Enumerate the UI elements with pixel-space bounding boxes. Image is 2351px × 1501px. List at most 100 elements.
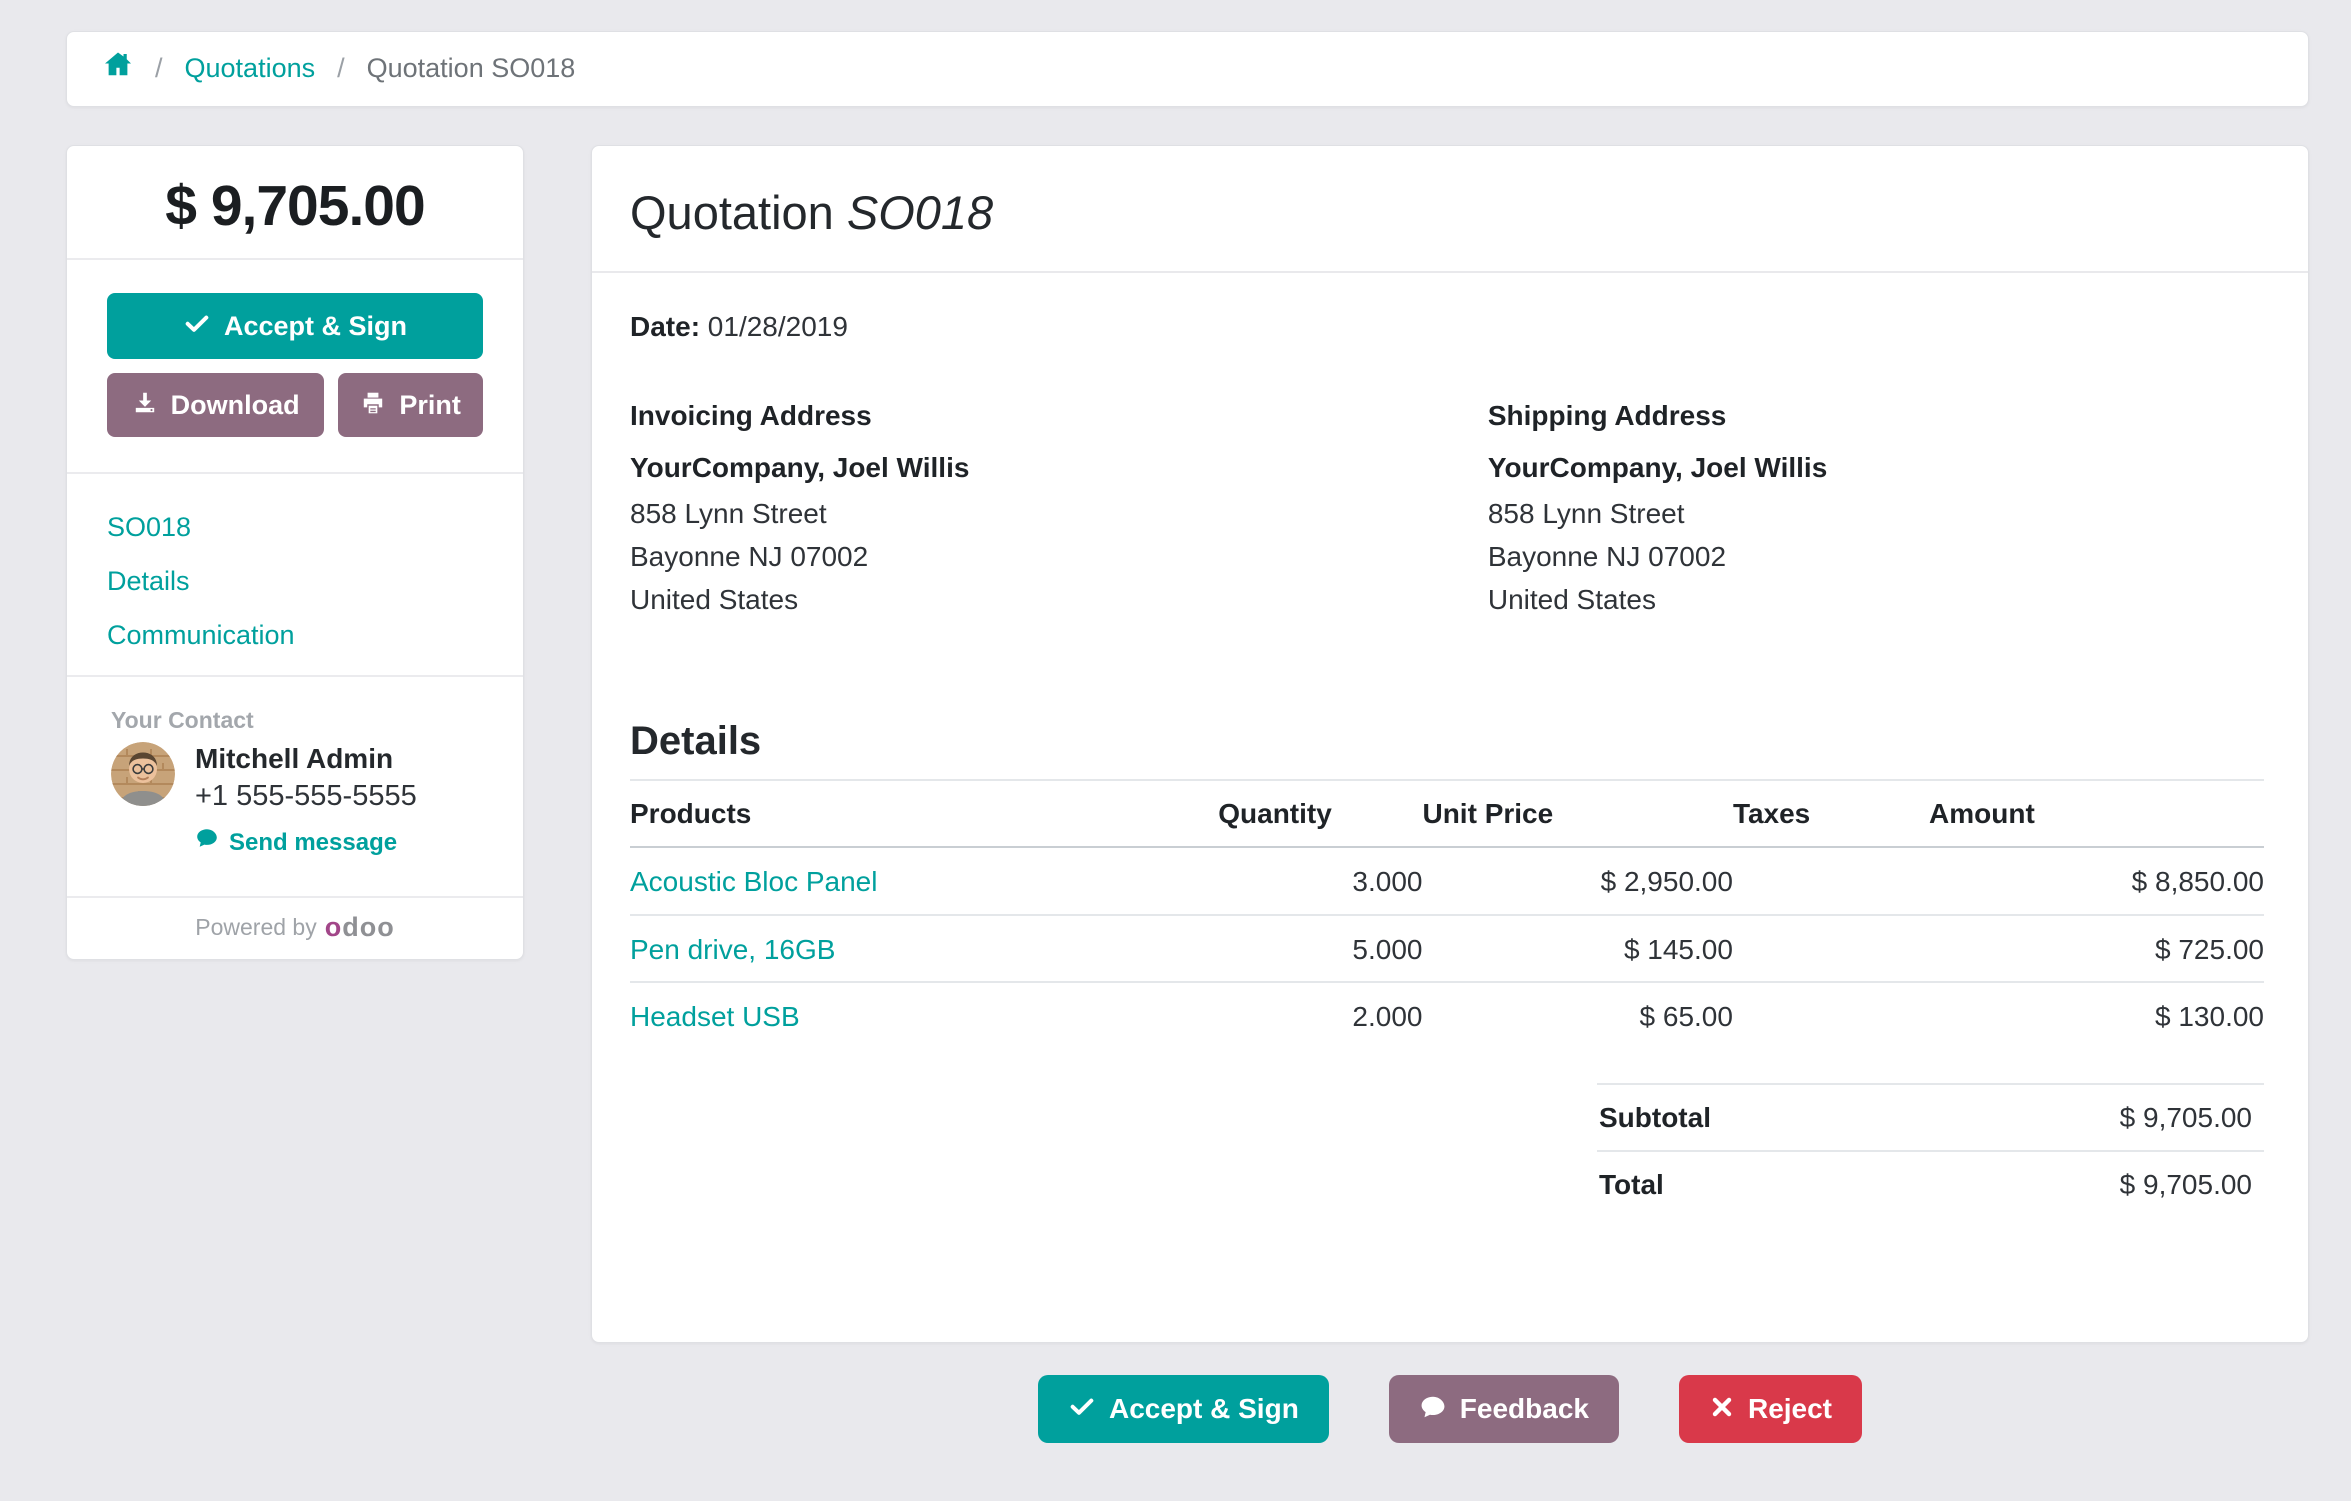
col-header-products: Products	[630, 779, 1219, 849]
quantity-cell: 3.000	[1218, 847, 1423, 916]
invoicing-address-city: Bayonne NJ 07002	[630, 541, 869, 573]
accept-sign-label: Accept & Sign	[1108, 1393, 1299, 1424]
taxes-cell	[1733, 982, 1929, 1048]
powered-by-label: Powered by	[195, 913, 317, 940]
download-label: Download	[170, 389, 300, 420]
invoicing-address-name: YourCompany, Joel Willis	[630, 452, 970, 484]
document-title-prefix: Quotation	[630, 186, 834, 239]
product-link[interactable]: Headset USB	[630, 1000, 800, 1032]
table-header-row: Products Quantity Unit Price Taxes Amoun…	[630, 779, 2264, 849]
chat-bubble-icon	[195, 826, 219, 860]
download-icon	[132, 390, 158, 421]
shipping-address-heading: Shipping Address	[1487, 400, 1727, 432]
table-row: Pen drive, 16GB 5.000 $ 145.00 $ 725.00	[630, 914, 2264, 983]
sidebar-link-communication[interactable]: Communication	[107, 620, 295, 650]
contact-name: Mitchell Admin	[195, 743, 394, 774]
breadcrumb-separator: /	[155, 53, 163, 84]
x-icon	[1709, 1394, 1735, 1425]
breadcrumb-separator: /	[337, 53, 345, 84]
invoicing-address-street: 858 Lynn Street	[630, 498, 827, 530]
feedback-button[interactable]: Feedback	[1388, 1375, 1619, 1443]
contact-section: Your Contact	[67, 677, 523, 898]
date-line: Date: 01/28/2019	[630, 307, 2264, 346]
col-header-taxes: Taxes	[1732, 779, 1930, 849]
printer-icon	[360, 390, 386, 421]
sidebar-actions-section: Accept & Sign Download Print	[67, 260, 523, 474]
total-value: $ 9,705.00	[2119, 1169, 2252, 1201]
col-header-unit-price: Unit Price	[1422, 779, 1733, 849]
contact-heading: Your Contact	[111, 707, 254, 733]
accept-sign-button[interactable]: Accept & Sign	[107, 293, 483, 359]
send-message-link[interactable]: Send message	[195, 826, 397, 860]
quotation-document: Quotation SO018 Date: 01/28/2019 Invoici…	[591, 145, 2309, 1343]
print-label: Print	[399, 389, 461, 420]
send-message-label: Send message	[229, 829, 398, 856]
order-lines-table: Products Quantity Unit Price Taxes Amoun…	[630, 779, 2264, 1048]
breadcrumb-home-link[interactable]	[103, 49, 133, 90]
product-link[interactable]: Pen drive, 16GB	[630, 933, 836, 965]
download-button[interactable]: Download	[107, 373, 325, 437]
quantity-cell: 2.000	[1352, 1000, 1423, 1032]
shipping-address-country: United States	[1487, 584, 1656, 616]
shipping-address-name: YourCompany, Joel Willis	[1487, 452, 1828, 484]
chat-bubble-icon	[1419, 1393, 1447, 1426]
sidebar-nav: SO018 Details Communication	[67, 474, 523, 677]
totals-block: Subtotal $ 9,705.00 Total $ 9,705.00	[1597, 1082, 2264, 1217]
total-row: Total $ 9,705.00	[1597, 1150, 2264, 1217]
document-title: Quotation SO018	[630, 182, 2264, 243]
unit-price-cell: $ 65.00	[1639, 1000, 1733, 1032]
print-button[interactable]: Print	[338, 373, 483, 437]
addresses: Invoicing Address YourCompany, Joel Will…	[630, 396, 2264, 621]
invoicing-address-heading: Invoicing Address	[630, 400, 872, 432]
shipping-address-city: Bayonne NJ 07002	[1487, 541, 1727, 573]
contact-avatar	[111, 742, 175, 806]
subtotal-value: $ 9,705.00	[2119, 1101, 2252, 1133]
invoicing-address: Invoicing Address YourCompany, Joel Will…	[630, 396, 1488, 621]
total-label: Total	[1599, 1169, 1664, 1201]
unit-price-cell: $ 145.00	[1422, 914, 1733, 983]
reject-button[interactable]: Reject	[1678, 1375, 1863, 1443]
footer-actions: Accept & Sign Feedback Reject	[591, 1375, 2309, 1443]
subtotal-label: Subtotal	[1599, 1101, 1711, 1133]
invoicing-address-country: United States	[630, 584, 799, 616]
breadcrumb-link-quotations[interactable]: Quotations	[184, 53, 316, 84]
check-icon	[183, 310, 211, 343]
accept-sign-label: Accept & Sign	[223, 310, 408, 341]
document-title-ref: SO018	[846, 186, 994, 239]
home-icon	[103, 49, 133, 90]
sidebar-link-so018[interactable]: SO018	[107, 512, 192, 542]
taxes-cell	[1732, 847, 1930, 916]
details-heading: Details	[630, 719, 762, 764]
date-label: Date:	[630, 311, 701, 342]
taxes-cell	[1732, 914, 1930, 983]
accept-sign-button-footer[interactable]: Accept & Sign	[1037, 1375, 1329, 1443]
document-header: Quotation SO018	[592, 146, 2308, 273]
check-icon	[1068, 1393, 1096, 1426]
unit-price-cell: $ 2,950.00	[1422, 847, 1733, 916]
total-amount: $ 9,705.00	[165, 174, 425, 238]
powered-by-section: Powered by odoo	[67, 898, 523, 960]
contact-phone: +1 555-555-5555	[195, 780, 417, 812]
shipping-address: Shipping Address YourCompany, Joel Willi…	[1488, 396, 2264, 621]
table-row: Headset USB 2.000 $ 65.00 $ 130.00	[630, 982, 2264, 1048]
product-link[interactable]: Acoustic Bloc Panel	[630, 866, 878, 898]
sidebar-link-details[interactable]: Details	[107, 566, 190, 596]
subtotal-row: Subtotal $ 9,705.00	[1597, 1082, 2264, 1150]
amount-cell: $ 130.00	[2155, 1000, 2264, 1032]
shipping-address-street: 858 Lynn Street	[1487, 498, 1685, 530]
breadcrumb-current: Quotation SO018	[366, 53, 576, 84]
amount-cell: $ 8,850.00	[1929, 847, 2264, 916]
amount-cell: $ 725.00	[1929, 914, 2264, 983]
table-row: Acoustic Bloc Panel 3.000 $ 2,950.00 $ 8…	[630, 847, 2264, 916]
quotation-sidebar: $ 9,705.00 Accept & Sign Download	[66, 145, 524, 961]
quantity-cell: 5.000	[1218, 914, 1423, 983]
col-header-amount: Amount	[1929, 779, 2264, 849]
odoo-logo[interactable]: odoo	[324, 911, 395, 942]
feedback-label: Feedback	[1459, 1393, 1589, 1424]
breadcrumb: / Quotations / Quotation SO018	[66, 31, 2309, 107]
total-amount-section: $ 9,705.00	[67, 146, 523, 260]
col-header-quantity: Quantity	[1218, 779, 1423, 849]
reject-label: Reject	[1747, 1393, 1833, 1424]
date-value: 01/28/2019	[707, 311, 848, 342]
